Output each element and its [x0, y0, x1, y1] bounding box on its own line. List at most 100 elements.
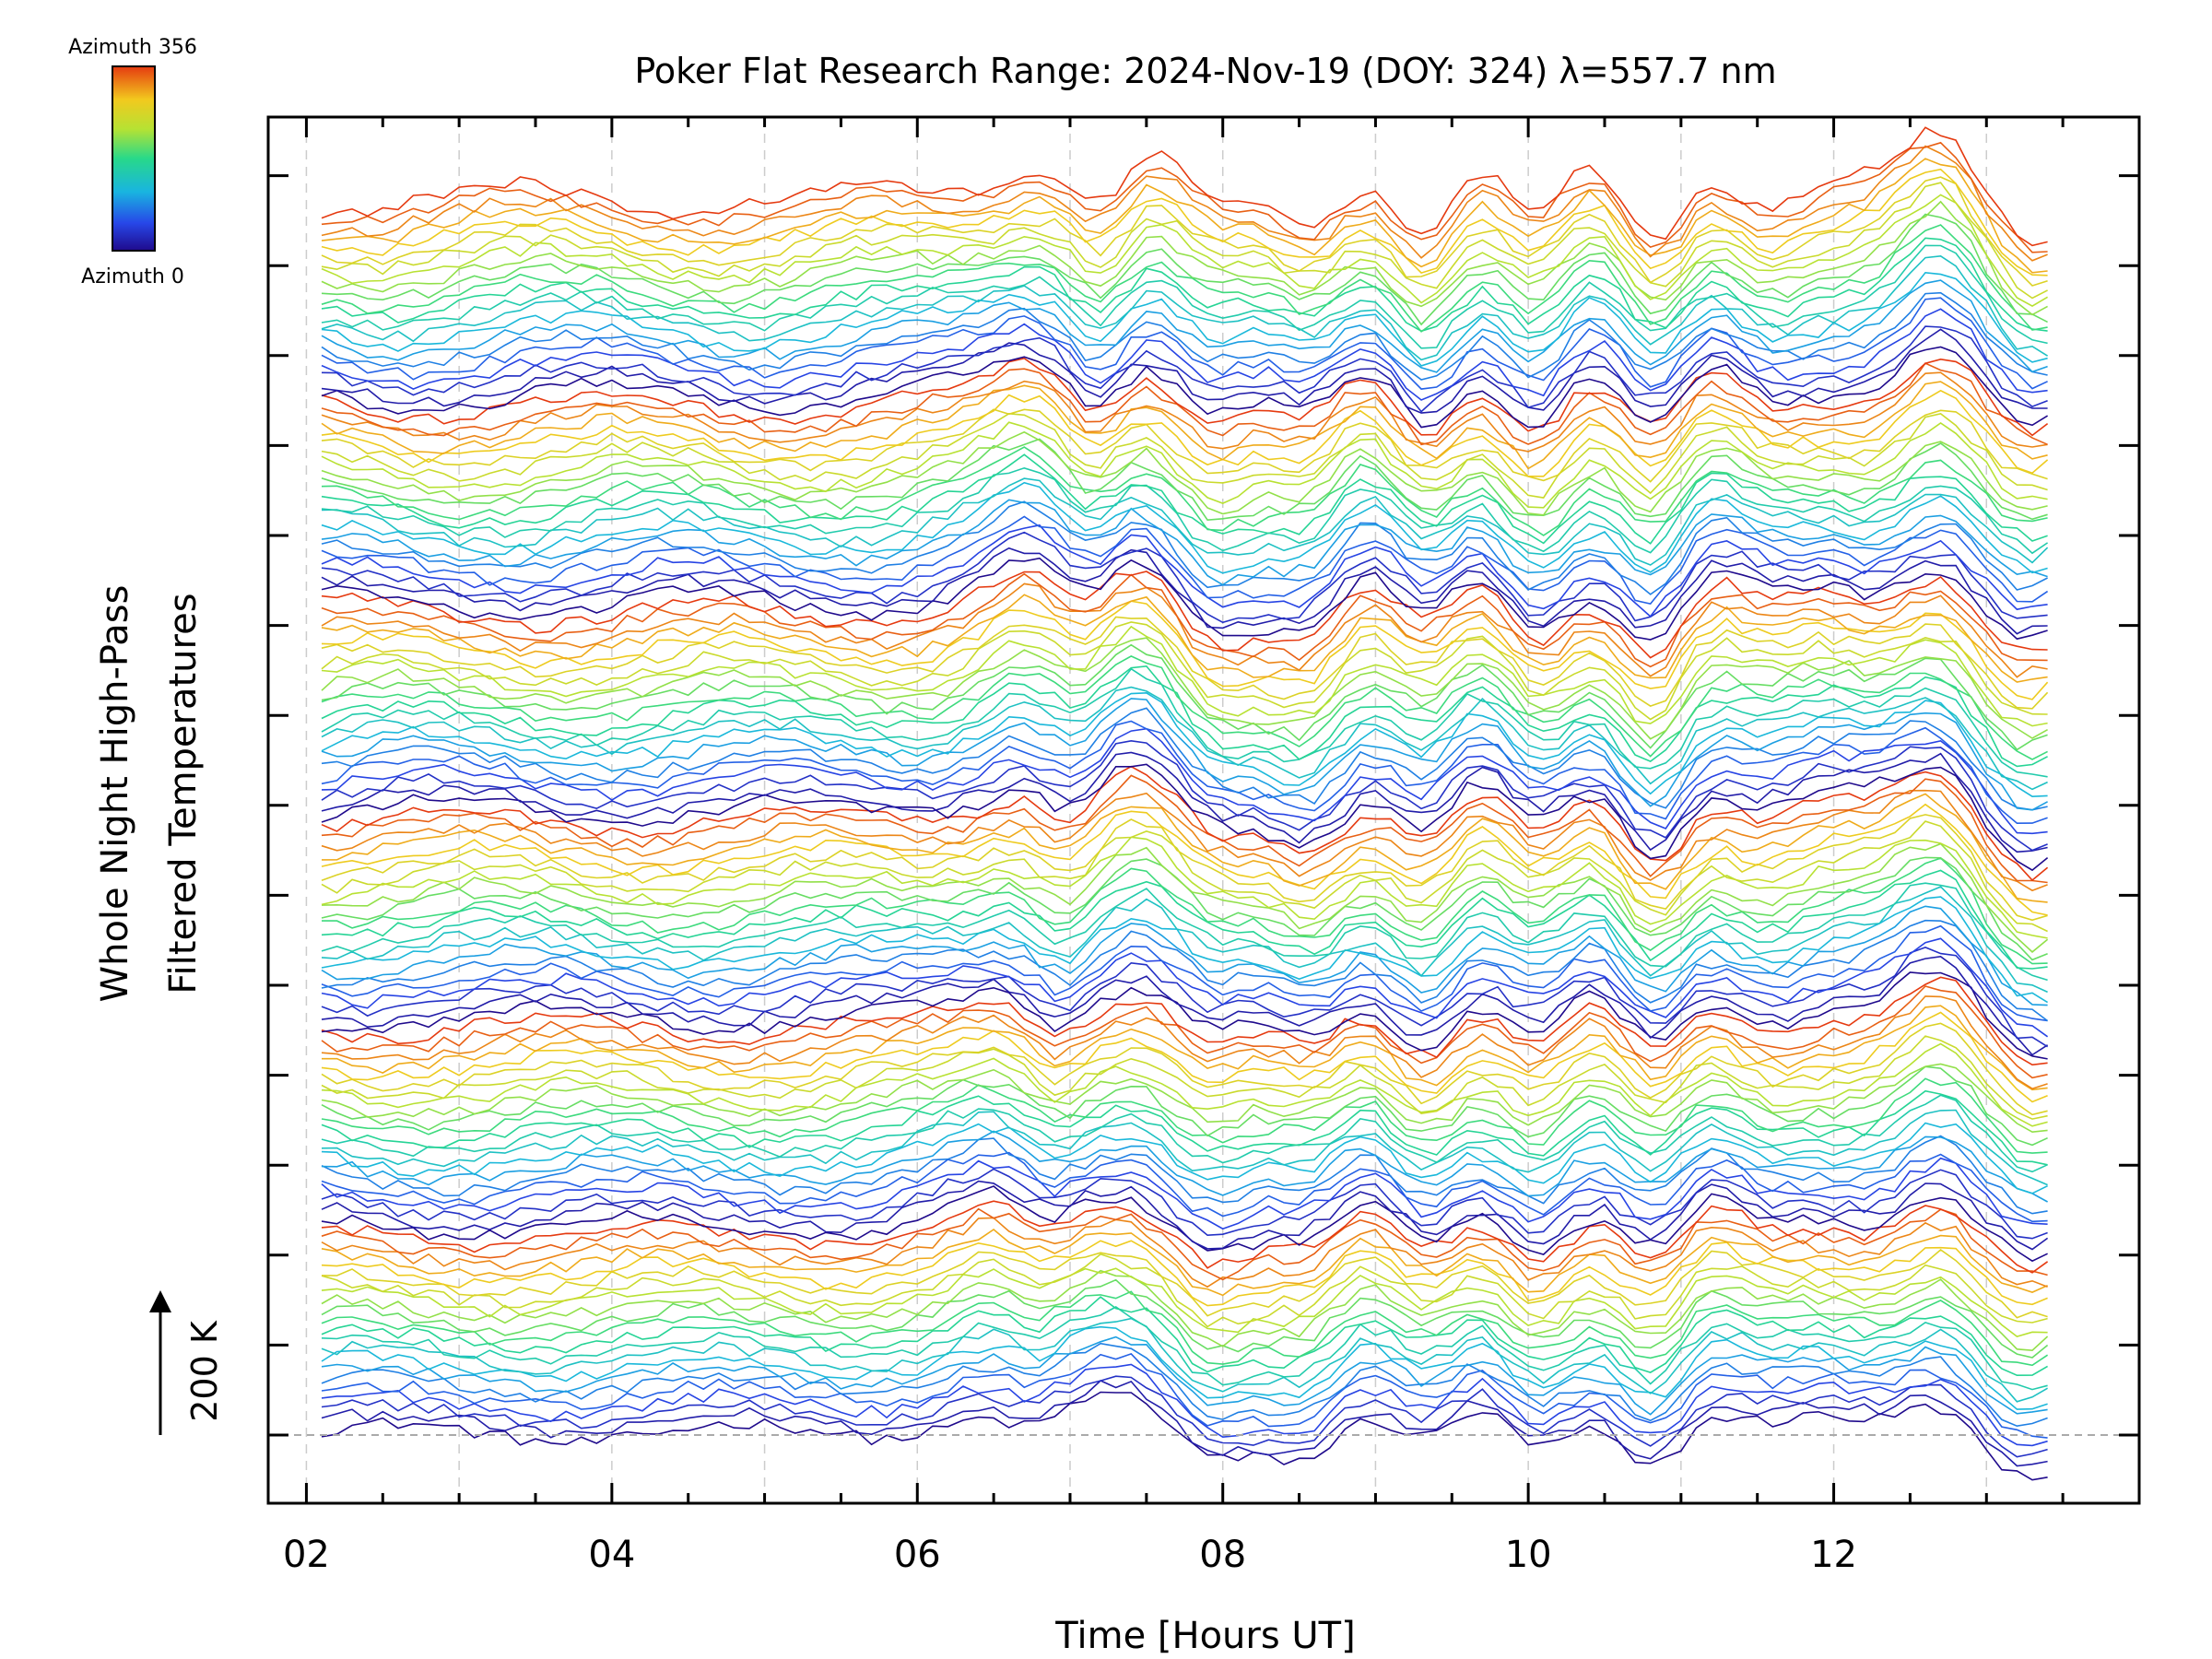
azimuth-trace — [321, 1207, 2048, 1281]
azimuth-trace — [321, 751, 2048, 853]
azimuth-trace — [321, 905, 2048, 1006]
azimuth-trace — [321, 158, 2048, 274]
azimuth-trace — [321, 446, 2048, 536]
azimuth-trace — [321, 793, 2048, 903]
azimuth-trace — [321, 1375, 2048, 1458]
azimuth-trace — [321, 279, 2048, 373]
azimuth-trace — [321, 814, 2048, 922]
azimuth-trace — [321, 362, 2048, 446]
azimuth-trace — [321, 145, 2048, 262]
azimuth-trace — [321, 453, 2048, 545]
azimuth-trace — [321, 515, 2049, 605]
azimuth-trace — [321, 1352, 2048, 1439]
azimuth-trace — [321, 686, 2048, 791]
azimuth-trace — [321, 1200, 2049, 1274]
chart-title: Poker Flat Research Range: 2024-Nov-19 (… — [634, 51, 1776, 91]
x-tick-label: 04 — [588, 1534, 635, 1576]
azimuth-trace — [321, 655, 2048, 760]
azimuth-trace — [321, 1325, 2048, 1410]
azimuth-trace — [321, 1065, 2048, 1147]
azimuth-trace — [321, 600, 2049, 700]
azimuth-trace — [321, 924, 2048, 1022]
y-axis-label-line1: Whole Night High-Pass — [94, 585, 136, 1003]
azimuth-trace — [321, 896, 2049, 1004]
x-tick-labels: 02 04 06 08 10 12 — [283, 1534, 1857, 1576]
azimuth-trace — [321, 665, 2048, 768]
azimuth-trace — [321, 412, 2048, 499]
x-tick-label: 10 — [1505, 1534, 1552, 1576]
azimuth-trace — [321, 499, 2048, 586]
azimuth-trace — [321, 1296, 2049, 1377]
azimuth-trace — [321, 621, 2048, 721]
azimuth-trace — [321, 308, 2048, 401]
azimuth-trace — [321, 625, 2048, 727]
azimuth-trace — [321, 720, 2048, 825]
scale-arrow-head — [149, 1290, 171, 1312]
azimuth-trace — [321, 1151, 2048, 1223]
azimuth-trace — [321, 643, 2048, 751]
azimuth-trace — [321, 1391, 2048, 1481]
azimuth-trace — [321, 698, 2048, 811]
azimuth-trace — [321, 421, 2048, 509]
azimuth-trace — [321, 466, 2049, 555]
azimuth-trace — [321, 224, 2048, 333]
azimuth-trace — [321, 297, 2048, 390]
azimuth-trace — [321, 1077, 2048, 1154]
azimuth-trace — [321, 985, 2048, 1079]
y-ticks — [268, 174, 2139, 1437]
azimuth-trace — [321, 937, 2049, 1038]
azimuth-trace — [321, 739, 2048, 852]
x-tick-label: 08 — [1199, 1534, 1246, 1576]
scale-indicator: 200 K — [149, 1290, 225, 1435]
colorbar-bottom-label: Azimuth 0 — [81, 265, 184, 288]
colorbar-gradient — [112, 65, 156, 252]
azimuth-trace — [321, 1094, 2048, 1173]
azimuth-trace — [321, 727, 2048, 835]
x-axis-label: Time [Hours UT] — [1054, 1615, 1355, 1657]
azimuth-trace — [321, 438, 2048, 522]
colorbar-top-label: Azimuth 356 — [68, 36, 197, 59]
azimuth-trace — [321, 168, 2048, 276]
azimuth-trace — [321, 1335, 2048, 1416]
trace-stack — [321, 126, 2049, 1481]
azimuth-trace — [321, 774, 2048, 884]
azimuth-trace — [321, 358, 2049, 437]
azimuth-trace — [321, 271, 2048, 367]
azimuth-trace — [321, 1168, 2048, 1240]
azimuth-trace — [321, 976, 2048, 1066]
azimuth-trace — [321, 842, 2049, 953]
azimuth-trace — [321, 789, 2048, 892]
azimuth-trace — [321, 1253, 2048, 1328]
azimuth-trace — [321, 328, 2048, 414]
plot-frame — [266, 115, 2141, 1505]
azimuth-trace — [321, 1042, 2048, 1127]
azimuth-trace — [321, 1109, 2048, 1186]
azimuth-trace — [321, 1180, 2049, 1251]
azimuth-trace — [321, 763, 2049, 872]
azimuth-trace — [321, 1122, 2048, 1194]
azimuth-trace — [321, 1011, 2048, 1103]
azimuth-trace — [321, 381, 2048, 470]
azimuth-trace — [321, 1228, 2048, 1297]
azimuth-trace — [321, 1157, 2048, 1230]
azimuth-trace — [321, 500, 2048, 595]
azimuth-trace — [321, 571, 2048, 659]
azimuth-trace — [321, 325, 2048, 413]
azimuth-trace — [321, 594, 2048, 683]
azimuth-trace — [321, 1063, 2048, 1134]
azimuth-trace — [321, 1363, 2048, 1447]
azimuth-trace — [321, 667, 2048, 778]
x-tick-label: 02 — [283, 1534, 330, 1576]
azimuth-trace — [321, 955, 2049, 1056]
y-axis-label-line2: Filtered Temperatures — [162, 593, 205, 994]
azimuth-trace — [321, 1035, 2048, 1120]
azimuth-trace — [321, 1269, 2049, 1352]
x-grid — [305, 117, 1988, 1503]
azimuth-trace — [321, 1290, 2049, 1367]
azimuth-trace — [321, 346, 2049, 429]
azimuth-trace — [321, 176, 2048, 287]
azimuth-trace — [321, 254, 2049, 361]
azimuth-trace — [322, 857, 2048, 965]
azimuth-trace — [321, 637, 2048, 740]
